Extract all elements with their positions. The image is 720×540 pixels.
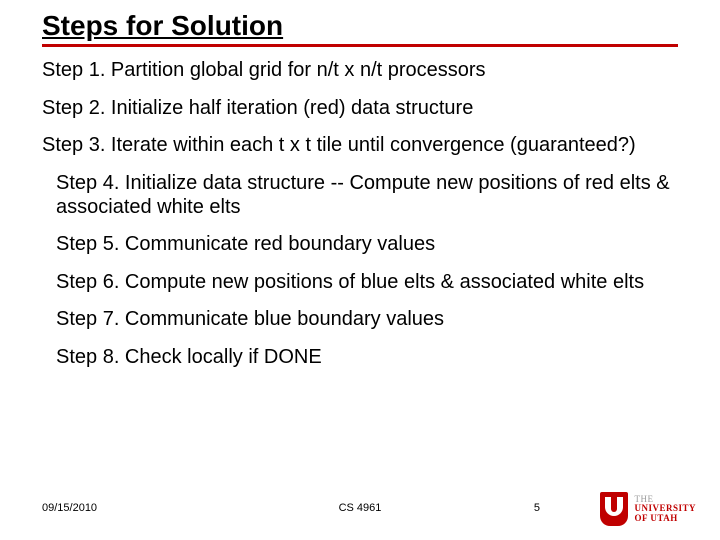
slide: Steps for Solution Step 1. Partition glo… (0, 0, 720, 540)
footer-date: 09/15/2010 (42, 502, 97, 514)
university-logo: THE UNIVERSITY OF UTAH (600, 492, 696, 526)
step-7: Step 7. Communicate blue boundary values (56, 308, 678, 332)
step-3: Step 3. Iterate within each t x t tile u… (42, 134, 678, 158)
footer: 09/15/2010 CS 4961 5 THE UNIVERSITY OF U… (0, 488, 720, 528)
step-4: Step 4. Initialize data structure -- Com… (56, 172, 678, 219)
step-5: Step 5. Communicate red boundary values (56, 233, 678, 257)
logo-line-3: OF UTAH (634, 513, 677, 523)
utah-u-icon (600, 492, 628, 526)
step-6: Step 6. Compute new positions of blue el… (56, 271, 678, 295)
step-8: Step 8. Check locally if DONE (56, 346, 678, 370)
step-1: Step 1. Partition global grid for n/t x … (42, 59, 678, 83)
university-logo-text: THE UNIVERSITY OF UTAH (634, 495, 696, 523)
footer-page-number: 5 (534, 502, 540, 514)
step-2: Step 2. Initialize half iteration (red) … (42, 97, 678, 121)
footer-course: CS 4961 (339, 502, 382, 514)
slide-title: Steps for Solution (42, 10, 678, 47)
